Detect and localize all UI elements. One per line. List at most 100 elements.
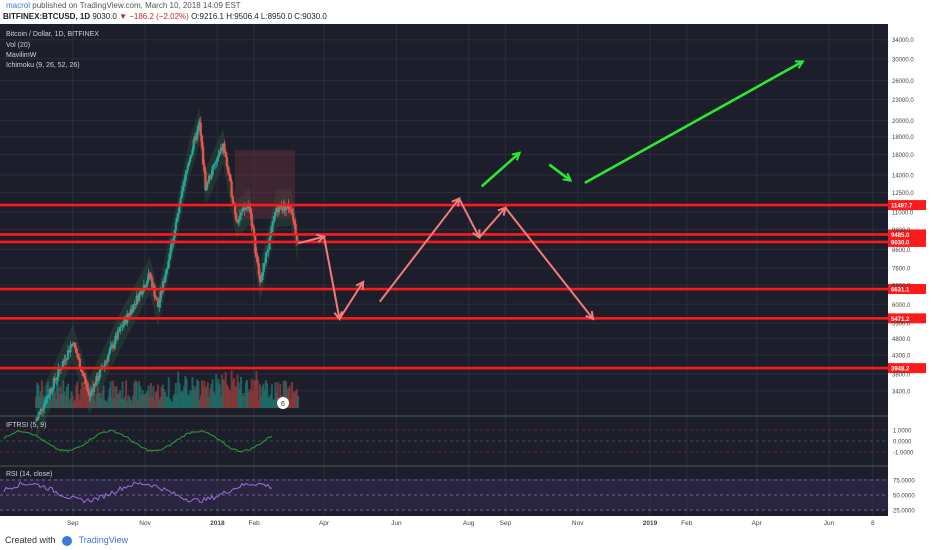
volume-bar — [37, 384, 40, 408]
candle — [159, 291, 162, 303]
candle — [79, 368, 83, 372]
red-projection-arrow — [478, 207, 507, 239]
indicator-vol[interactable]: Vol (20) — [6, 42, 30, 49]
candle — [166, 267, 169, 270]
volume-bar — [285, 381, 288, 408]
candle — [161, 281, 164, 293]
volume-bar — [51, 387, 54, 408]
volume-bar — [172, 395, 175, 408]
candle — [254, 236, 257, 253]
candle — [255, 252, 258, 257]
volume-bar — [223, 379, 226, 408]
candle — [38, 411, 41, 415]
volume-bar — [197, 381, 200, 408]
price-tick-label: 30000.0 — [892, 57, 914, 63]
candle — [117, 330, 121, 332]
candle — [111, 344, 115, 349]
volume-bar — [134, 380, 137, 408]
price-tick-label: 3800.0 — [892, 372, 911, 378]
candle — [113, 344, 116, 349]
tradingview-brand[interactable]: TradingView — [78, 535, 129, 545]
candle — [130, 309, 134, 313]
volume-bar — [264, 380, 267, 408]
volume-bar — [260, 394, 263, 408]
green-projection-arrow — [480, 151, 521, 188]
level-tag — [888, 313, 926, 324]
candle — [44, 403, 47, 404]
volume-bar — [121, 381, 124, 408]
time-tick-label: 2019 — [643, 520, 658, 527]
candle — [179, 198, 182, 204]
candle — [148, 273, 151, 275]
price-tick-label: 12500.0 — [892, 191, 914, 197]
volume-badge-count: 6 — [281, 401, 285, 408]
candle — [267, 249, 270, 252]
volume-bar — [222, 379, 225, 408]
volume-bar — [56, 380, 59, 408]
rsi-tick-label: 50.0000 — [893, 494, 915, 500]
volume-bar — [114, 386, 117, 408]
candle — [268, 237, 271, 250]
volume-bar — [168, 398, 171, 408]
volume-bar — [110, 397, 113, 408]
volume-bar — [170, 401, 173, 408]
red-projection-arrow — [378, 197, 460, 303]
candle — [197, 126, 200, 131]
iftrsi-label[interactable]: IFTRSI (5, 9) — [6, 422, 46, 429]
rsi-label[interactable]: RSI (14, close) — [6, 471, 52, 478]
volume-bar — [113, 398, 116, 408]
green-arrow-head — [511, 151, 522, 161]
candle — [193, 136, 196, 140]
candle — [222, 143, 225, 151]
candle — [250, 213, 253, 227]
candle — [119, 326, 122, 332]
candle — [191, 149, 194, 155]
volume-bar — [187, 396, 190, 408]
grid — [0, 24, 888, 516]
indicator-mavilimw[interactable]: MavilimW — [6, 52, 37, 59]
volume-bar — [164, 392, 167, 408]
candle — [296, 240, 300, 241]
candle — [147, 273, 150, 281]
volume-bar — [210, 383, 213, 408]
tradingview-logo-icon — [62, 535, 73, 546]
volume-bar — [189, 390, 192, 408]
volume-bar — [177, 371, 180, 408]
volume-bar — [275, 392, 278, 408]
time-axis-ticks: Sep Nov 2018 Feb Apr Jun Aug Sep Nov 2019 Feb Apr Ju… — [67, 520, 875, 527]
candle — [209, 175, 212, 179]
candle — [42, 408, 45, 411]
candle — [251, 226, 255, 229]
volume-bar — [173, 393, 176, 408]
volume-bar — [82, 382, 85, 408]
candle — [204, 171, 207, 191]
volume-bar — [251, 391, 254, 408]
candle — [205, 182, 208, 191]
candle — [290, 210, 294, 214]
candle — [282, 204, 285, 210]
candle — [152, 285, 155, 288]
candle — [116, 330, 119, 340]
candle — [69, 346, 72, 353]
candle — [260, 280, 263, 283]
volume-bar — [63, 391, 66, 408]
candle — [174, 222, 177, 231]
volume-bar — [255, 371, 258, 408]
candle — [228, 172, 231, 175]
candle — [115, 335, 118, 340]
volume-bar — [293, 390, 296, 408]
volume-bar — [138, 381, 141, 408]
candle — [275, 208, 278, 213]
candle — [65, 358, 68, 361]
red-arrow-head — [585, 310, 595, 321]
red-projection-arrow — [297, 235, 325, 245]
volume-badge[interactable] — [277, 397, 289, 409]
indicator-ichimoku[interactable]: Ichimoku (9, 26, 52, 26) — [6, 62, 80, 69]
author-link[interactable]: macrol — [6, 1, 31, 10]
volume-bar — [107, 396, 110, 408]
red-projection-arrow — [504, 207, 594, 320]
candle — [92, 383, 96, 393]
volume-bar — [287, 388, 290, 408]
